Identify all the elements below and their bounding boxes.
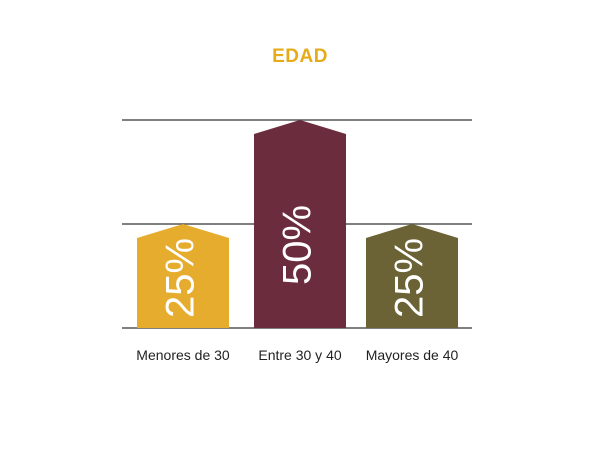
category-label-2: Entre 30 y 40: [258, 347, 341, 363]
category-label-3: Mayores de 40: [366, 347, 459, 363]
bars: 25% 50% 25%: [137, 120, 458, 328]
bar-value-label-1: 25%: [159, 238, 203, 318]
bar-value-label-3: 25%: [388, 238, 432, 318]
category-labels: Menores de 30 Entre 30 y 40 Mayores de 40: [136, 347, 458, 363]
bar-1: [137, 224, 229, 328]
chart-title: EDAD: [272, 46, 328, 67]
bar-2: [254, 120, 346, 328]
bar-3: [366, 224, 458, 328]
bar-value-label-2: 50%: [276, 205, 320, 285]
category-label-1: Menores de 30: [136, 347, 230, 363]
